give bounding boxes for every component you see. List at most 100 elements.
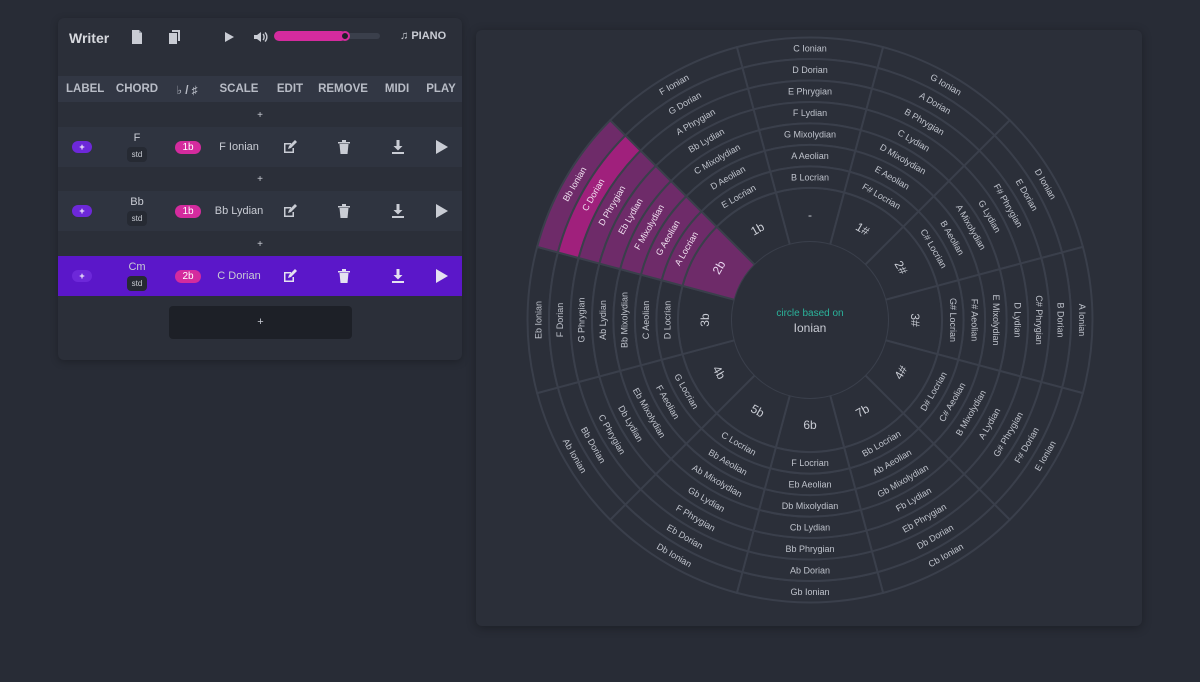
scale-name[interactable]: C Dorian: [217, 270, 261, 282]
wheel-center: [732, 242, 888, 398]
mode-label: C# Phrygian: [1034, 295, 1044, 345]
insert-row-button[interactable]: +: [257, 110, 263, 121]
copy-icon[interactable]: [166, 28, 184, 46]
label-button[interactable]: +: [72, 205, 92, 217]
download-icon[interactable]: [391, 268, 405, 284]
scale-name[interactable]: Bb Lydian: [214, 205, 264, 217]
circle-of-modes: - C Ionian D Dorian E Phrygian F Lydian G Mix…: [526, 36, 1094, 604]
mode-label: Bb Phrygian: [785, 544, 834, 554]
mode-cell[interactable]: [700, 170, 778, 229]
trash-icon[interactable]: [337, 203, 351, 219]
mode-label: C Ionian: [793, 43, 827, 53]
mode-label: B Dorian: [1055, 302, 1065, 337]
mode-label: C Aeolian: [641, 301, 651, 340]
header-remove: REMOVE: [318, 83, 368, 95]
table-row: + Bb std 1b Bb Lydian: [58, 191, 462, 231]
mode-label: F Dorian: [555, 303, 565, 338]
mode-label: Bb Mixolydian: [619, 292, 629, 348]
piano-icon: ♫: [400, 30, 409, 42]
mode-label: D Locrian: [662, 301, 672, 340]
mode-label: G Mixolydian: [784, 129, 836, 139]
header-accidentals: ♭ / ♯: [176, 85, 198, 97]
new-file-icon[interactable]: [128, 28, 146, 46]
volume-slider-fill: [274, 31, 347, 41]
mode-label: E Mixolydian: [991, 294, 1001, 345]
mode-label: F# Aeolian: [969, 299, 979, 342]
scale-name[interactable]: F Ionian: [219, 141, 259, 153]
center-mode: Ionian: [794, 321, 827, 335]
insert-row-button[interactable]: +: [257, 174, 263, 185]
progression-panel: Writer ♫ PIANO LABEL CHORD ♭ / ♯ SCALE E…: [58, 18, 462, 360]
accidentals-badge[interactable]: 2b: [175, 269, 201, 283]
mode-label: D Lydian: [1012, 302, 1022, 337]
volume-icon[interactable]: [251, 28, 269, 46]
mode-label: A Ionian: [1077, 304, 1087, 337]
header-edit: EDIT: [276, 83, 304, 95]
accidentals-badge[interactable]: 1b: [175, 140, 201, 154]
key-label: 7b: [853, 401, 872, 420]
label-button[interactable]: +: [72, 141, 92, 153]
mode-label: Ab Lydian: [598, 300, 608, 340]
play-row-icon[interactable]: [435, 268, 449, 284]
table-row-active: + Cm std 2b C Dorian: [58, 256, 462, 296]
key-label: 4b: [710, 363, 729, 382]
mode-label: Gb Ionian: [790, 587, 829, 597]
piano-label: PIANO: [411, 30, 447, 42]
volume-slider[interactable]: [274, 31, 380, 41]
header-midi: MIDI: [384, 83, 410, 95]
key-label: 3#: [908, 313, 922, 327]
center-caption: circle based on: [776, 308, 843, 319]
chord-type-badge[interactable]: std: [126, 147, 148, 162]
edit-icon[interactable]: [282, 139, 298, 155]
edit-icon[interactable]: [282, 268, 298, 284]
chord-type-badge[interactable]: std: [126, 211, 148, 226]
play-row-icon[interactable]: [435, 203, 449, 219]
mode-label: F Lydian: [793, 108, 827, 118]
key-label: 1b: [748, 220, 767, 239]
volume-slider-handle[interactable]: [340, 31, 351, 41]
download-icon[interactable]: [391, 203, 405, 219]
accidentals-badge[interactable]: 1b: [175, 204, 201, 218]
key-label: -: [808, 208, 812, 222]
circle-panel: - C Ionian D Dorian E Phrygian F Lydian G Mix…: [476, 30, 1142, 626]
mode-label: F Locrian: [791, 458, 829, 468]
mode-label: Eb Aeolian: [788, 479, 831, 489]
header-chord: CHORD: [115, 83, 159, 95]
mode-label: Db Mixolydian: [782, 501, 839, 511]
app-title: Writer: [69, 30, 110, 46]
mode-label: A Aeolian: [791, 151, 829, 161]
key-label: 2b: [710, 258, 729, 277]
header-label: LABEL: [66, 83, 105, 95]
mode-label: E Phrygian: [788, 86, 832, 96]
chord-type-badge[interactable]: std: [126, 276, 148, 291]
toolbar: Writer ♫ PIANO: [58, 18, 462, 58]
label-button[interactable]: +: [72, 270, 92, 282]
header-scale: SCALE: [219, 83, 259, 95]
key-label: 2#: [892, 258, 911, 277]
key-label: 3b: [698, 313, 712, 327]
key-label: 4#: [892, 363, 911, 382]
key-label: 5b: [748, 402, 767, 421]
chord-name[interactable]: Bb: [130, 196, 144, 208]
download-icon[interactable]: [391, 139, 405, 155]
mode-label: D Dorian: [792, 65, 828, 75]
chord-name[interactable]: Cm: [128, 261, 146, 273]
add-row-button[interactable]: +: [169, 306, 352, 339]
key-label: 1#: [853, 220, 872, 239]
mode-label: G# Locrian: [948, 298, 958, 342]
play-row-icon[interactable]: [435, 139, 449, 155]
insert-row-button[interactable]: +: [257, 239, 263, 250]
mode-label: Eb Ionian: [533, 301, 543, 339]
table-header: LABEL CHORD ♭ / ♯ SCALE EDIT REMOVE MIDI…: [58, 76, 462, 102]
key-label: 6b: [803, 418, 817, 432]
trash-icon[interactable]: [337, 268, 351, 284]
header-play: PLAY: [426, 83, 456, 95]
mode-label: G Phrygian: [576, 297, 586, 342]
edit-icon[interactable]: [282, 203, 298, 219]
mode-label: B Locrian: [791, 172, 829, 182]
play-icon[interactable]: [220, 28, 238, 46]
piano-button[interactable]: ♫ PIANO: [400, 30, 446, 42]
mode-label: Ab Dorian: [790, 565, 830, 575]
trash-icon[interactable]: [337, 139, 351, 155]
chord-name[interactable]: F: [133, 132, 141, 144]
